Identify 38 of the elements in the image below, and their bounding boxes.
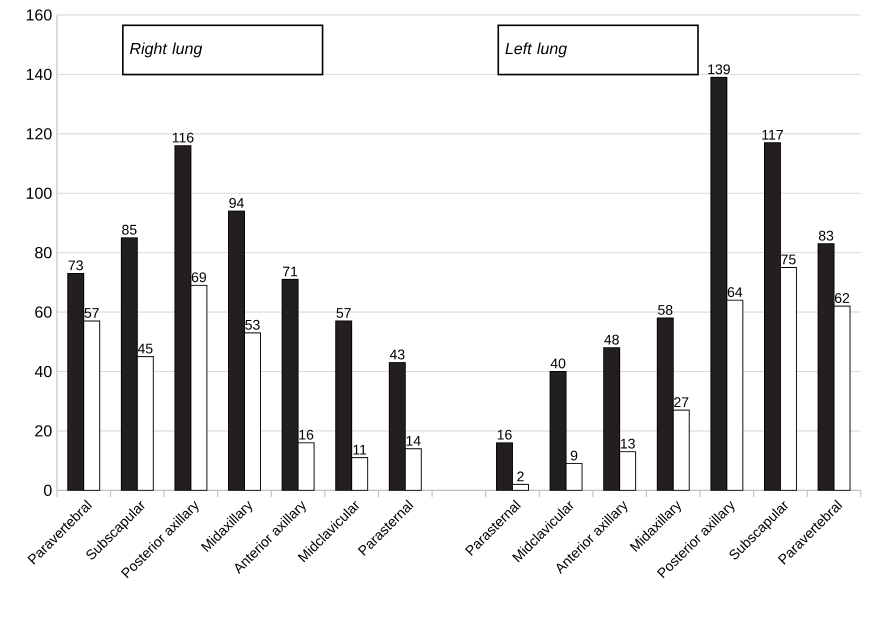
data-label: 69 [192, 272, 206, 282]
data-label: 117 [762, 130, 783, 140]
data-label: 48 [604, 334, 619, 345]
data-label: 9 [570, 450, 578, 460]
data-label: 11 [353, 444, 366, 454]
data-label: 27 [674, 397, 688, 407]
data-label: 116 [172, 132, 194, 142]
data-label: 2 [517, 471, 524, 482]
y-tick-label: 20 [35, 425, 52, 436]
data-label: 14 [406, 436, 421, 446]
data-label: 16 [299, 430, 314, 440]
data-label: 71 [283, 266, 298, 276]
data-label: 139 [708, 64, 730, 74]
data-label: 16 [498, 430, 512, 440]
y-tick-label: 40 [34, 366, 52, 378]
data-label: 94 [229, 198, 244, 208]
y-tick-label: 80 [35, 246, 52, 258]
y-tick-label: 60 [35, 306, 52, 318]
data-label: 73 [68, 260, 83, 270]
data-label: 62 [834, 293, 850, 303]
data-label: 57 [336, 308, 351, 318]
data-label: 40 [550, 358, 566, 368]
data-label: 57 [84, 308, 99, 318]
y-tick-label: 0 [44, 484, 52, 496]
data-label: 43 [390, 349, 404, 360]
y-tick-label: 120 [26, 128, 52, 140]
y-tick-label: 100 [26, 188, 52, 199]
data-label: 85 [122, 224, 137, 235]
annotation: Right lung [130, 42, 202, 58]
data-label: 83 [818, 230, 834, 241]
y-tick-label: 140 [26, 68, 52, 80]
data-label: 13 [620, 438, 635, 449]
annotation: Left lung [505, 42, 567, 58]
data-label: 64 [728, 287, 742, 297]
y-tick-label: 160 [26, 9, 52, 21]
data-label: 53 [245, 320, 260, 330]
data-label: 75 [781, 254, 796, 264]
data-label: 58 [658, 304, 672, 315]
